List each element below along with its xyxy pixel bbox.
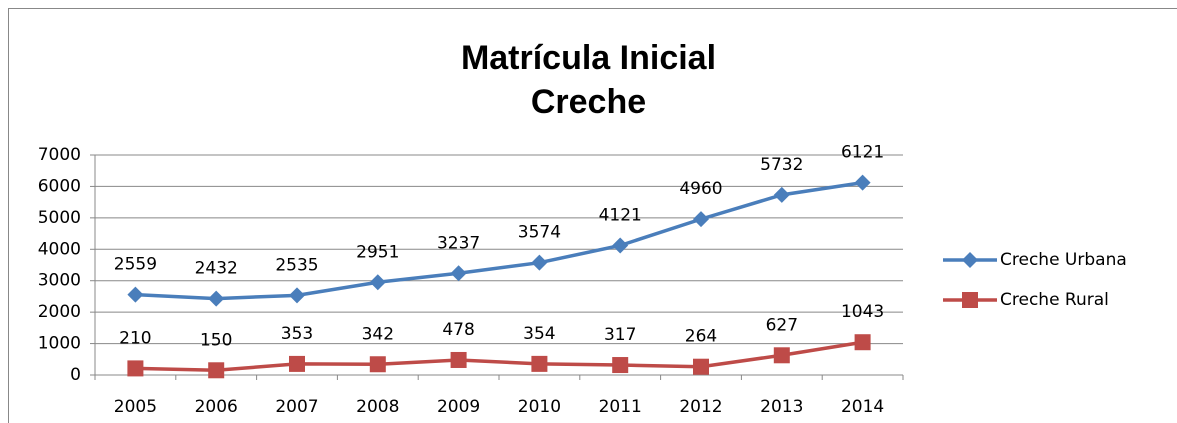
data-label: 353 xyxy=(281,324,313,344)
data-label: 2432 xyxy=(195,259,238,279)
x-tick-label: 2006 xyxy=(195,397,238,417)
marker xyxy=(531,254,548,271)
marker xyxy=(369,274,386,291)
data-label: 210 xyxy=(119,328,151,348)
marker xyxy=(962,292,978,308)
marker xyxy=(127,360,144,377)
y-tick-label: 5000 xyxy=(38,208,81,228)
marker xyxy=(450,265,467,282)
data-label: 2951 xyxy=(356,242,399,262)
marker xyxy=(289,355,305,372)
series-line xyxy=(135,180,863,301)
data-label: 2535 xyxy=(275,255,318,275)
title-box: Matrícula Inicial Creche xyxy=(0,36,1177,124)
marker xyxy=(127,286,144,303)
marker xyxy=(289,287,305,304)
data-label: 1043 xyxy=(841,302,884,322)
data-label: 6121 xyxy=(841,143,884,163)
data-label: 342 xyxy=(362,324,394,344)
y-tick-label: 3000 xyxy=(38,271,81,291)
x-tick-label: 2007 xyxy=(275,397,318,417)
y-tick-label: 2000 xyxy=(38,302,81,322)
marker xyxy=(854,334,871,351)
x-tick-label: 2005 xyxy=(114,397,157,417)
series-line xyxy=(135,340,863,373)
x-tick-label: 2011 xyxy=(599,397,642,417)
x-tick-label: 2012 xyxy=(679,397,722,417)
data-label: 627 xyxy=(766,315,798,335)
marker xyxy=(369,356,386,373)
data-label: 150 xyxy=(200,330,232,350)
data-label: 478 xyxy=(442,320,474,340)
data-label: 3574 xyxy=(518,223,561,243)
chart-border xyxy=(8,8,1177,423)
data-label: 5732 xyxy=(760,155,803,175)
data-label: 4960 xyxy=(679,179,722,199)
x-tick-label: 2014 xyxy=(841,397,884,417)
y-tick-label: 4000 xyxy=(38,239,81,259)
marker xyxy=(962,252,978,268)
y-tick-label: 0 xyxy=(70,365,81,385)
data-label: 264 xyxy=(685,327,717,347)
data-label: 2559 xyxy=(114,255,157,275)
x-tick-label: 2013 xyxy=(760,397,803,417)
marker xyxy=(693,358,709,375)
marker xyxy=(773,347,790,364)
data-label: 354 xyxy=(523,324,555,344)
marker xyxy=(773,186,790,203)
y-tick-label: 7000 xyxy=(38,145,81,165)
marker xyxy=(450,351,467,368)
chart-title: Matrícula Inicial Creche xyxy=(460,39,717,121)
data-label: 317 xyxy=(604,325,636,345)
marker xyxy=(612,237,629,254)
marker xyxy=(854,174,871,191)
legend-label: Creche Rural xyxy=(1000,290,1109,310)
marker xyxy=(693,211,709,228)
marker xyxy=(531,355,548,372)
y-tick-label: 6000 xyxy=(38,176,81,196)
data-label: 4121 xyxy=(599,205,642,225)
marker xyxy=(208,290,225,307)
marker xyxy=(612,357,629,374)
x-tick-label: 2008 xyxy=(356,397,399,417)
y-tick-label: 1000 xyxy=(38,334,81,354)
x-tick-label: 2010 xyxy=(518,397,561,417)
marker xyxy=(208,362,225,379)
x-tick-label: 2009 xyxy=(437,397,480,417)
legend-label: Creche Urbana xyxy=(1000,250,1127,270)
data-label: 3237 xyxy=(437,233,480,253)
